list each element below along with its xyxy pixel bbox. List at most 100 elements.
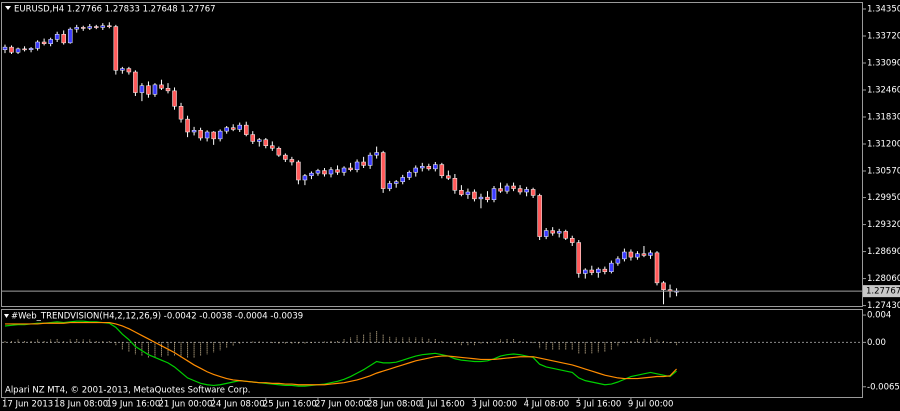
chart-title: EURUSD,H4 1.27766 1.27833 1.27648 1.2776… xyxy=(14,5,216,15)
candle-body xyxy=(459,190,464,195)
candle-body xyxy=(270,145,275,149)
copyright: Alpari NZ MT4, © 2001-2013, MetaQuotes S… xyxy=(5,386,250,396)
candle-body xyxy=(361,161,366,166)
candle-body xyxy=(35,41,40,49)
candle-body xyxy=(609,262,614,272)
menu-icon[interactable] xyxy=(5,6,11,10)
candle-body xyxy=(543,230,549,237)
candle-body xyxy=(380,152,386,189)
indicator-icon[interactable] xyxy=(4,314,9,318)
candle-body xyxy=(498,188,503,192)
candle-body xyxy=(178,106,184,120)
candle-body xyxy=(74,27,79,30)
candle-body xyxy=(204,131,210,139)
x-tick-label: 17 Jun 2013 xyxy=(2,400,53,410)
y-tick-label: 1.31200 xyxy=(867,140,900,150)
indicator-title: #Web_TRENDVISION(H4,2,12,26,9) -0.0042 -… xyxy=(11,312,303,322)
candle-body xyxy=(374,152,379,156)
y-tick-label: 1.33720 xyxy=(867,32,900,42)
candle-body xyxy=(446,175,451,179)
candle-body xyxy=(517,188,523,193)
candle-body xyxy=(433,164,438,170)
candle-body xyxy=(426,166,432,170)
candle-body xyxy=(48,39,53,44)
x-tick-label: 24 Jun 08:00 xyxy=(211,400,265,410)
y-tick-label: 1.33090 xyxy=(867,59,900,69)
candle-body xyxy=(296,161,301,181)
candle-body xyxy=(439,164,445,176)
y-tick-label: 1.32460 xyxy=(867,86,900,96)
candle-body xyxy=(302,175,308,181)
y-tick-label: 1.34350 xyxy=(867,5,900,15)
y-tick-label: 0.00 xyxy=(867,338,886,348)
candle-body xyxy=(67,28,73,44)
candle-body xyxy=(217,130,223,140)
candle-body xyxy=(283,154,288,160)
candle-body xyxy=(556,231,562,234)
y-tick-label: 1.28690 xyxy=(867,247,900,257)
candle-body xyxy=(276,148,282,156)
x-tick-label: 21 Jun 00:00 xyxy=(158,400,212,410)
candle-body xyxy=(491,188,497,200)
candle-body xyxy=(335,169,340,173)
candle-body xyxy=(159,84,164,89)
candle-body xyxy=(152,84,158,95)
candle-body xyxy=(315,170,321,174)
candle-body xyxy=(94,26,99,28)
y-tick-label: 1.29320 xyxy=(867,220,900,230)
candle-body xyxy=(250,134,256,142)
candle-body xyxy=(550,230,555,234)
candle-body xyxy=(472,191,477,200)
candle-body xyxy=(641,253,647,256)
candle-body xyxy=(661,282,666,290)
candle-body xyxy=(185,118,190,133)
candle-body xyxy=(289,159,295,163)
candle-body xyxy=(341,167,347,173)
candle-body xyxy=(367,154,373,166)
candle-body xyxy=(348,167,353,170)
candle-body xyxy=(465,191,471,195)
candle-body xyxy=(504,185,510,192)
candle-body xyxy=(354,161,360,170)
candle-body xyxy=(393,181,399,184)
candle-body xyxy=(41,41,47,44)
candle-body xyxy=(596,268,601,273)
x-tick-label: 4 Jul 08:00 xyxy=(524,400,570,410)
candle-body xyxy=(80,27,86,29)
candle-body xyxy=(243,124,249,135)
candle-body xyxy=(9,46,14,53)
last-price-box xyxy=(863,285,900,298)
candle-body xyxy=(406,172,412,178)
candle-body xyxy=(563,231,568,239)
price-panel xyxy=(1,2,863,307)
y-tick-label: 1.27430 xyxy=(867,301,900,311)
candle-body xyxy=(602,268,608,272)
candle-body xyxy=(61,34,66,44)
candle-body xyxy=(120,68,125,71)
candle-body xyxy=(257,139,262,142)
candle-body xyxy=(165,88,171,92)
candle-body xyxy=(237,124,242,130)
last-price-label: 1.27767 xyxy=(866,287,900,297)
x-tick-label: 1 Jul 16:00 xyxy=(419,400,465,410)
candle-body xyxy=(15,48,21,53)
candle-body xyxy=(139,85,145,93)
candle-body xyxy=(191,130,197,133)
candle-body xyxy=(400,177,405,182)
candle-body xyxy=(648,252,653,256)
candle-body xyxy=(530,189,536,196)
candle-body xyxy=(263,139,269,146)
candle-body xyxy=(100,25,106,28)
candle-body xyxy=(113,26,119,71)
candle-body xyxy=(230,127,236,130)
candle-body xyxy=(328,169,334,175)
indicator-panel xyxy=(1,309,863,398)
y-tick-label: -0.0065 xyxy=(867,382,900,392)
candle-body xyxy=(583,269,588,274)
candle-body xyxy=(107,25,112,27)
candle-body xyxy=(576,242,582,274)
x-tick-label: 9 Jul 00:00 xyxy=(628,400,674,410)
candle-body xyxy=(452,178,458,191)
indicator-line xyxy=(4,320,677,387)
